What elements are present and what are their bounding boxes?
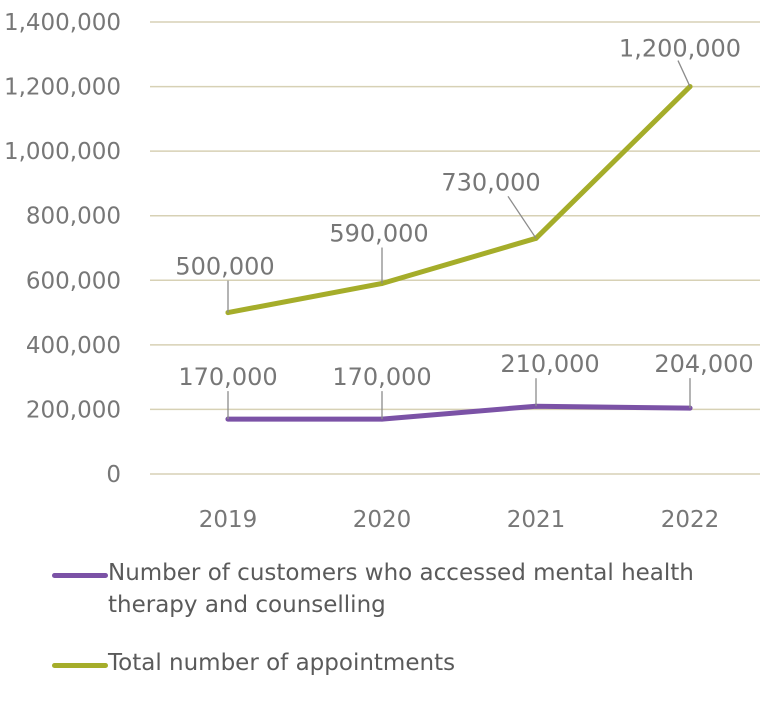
legend-label-customers: Number of customers who accessed mental …	[108, 560, 694, 618]
series-lines	[225, 84, 693, 422]
legend-swatch-appointments	[52, 663, 108, 668]
data-label: 730,000	[441, 168, 540, 196]
series-line-customers	[225, 403, 693, 422]
x-tick-label: 2019	[199, 507, 258, 533]
y-tick-label: 1,200,000	[4, 75, 121, 101]
data-label: 590,000	[329, 220, 428, 248]
y-tick-label: 1,000,000	[4, 139, 121, 165]
y-tick-label: 600,000	[26, 268, 121, 294]
data-label: 500,000	[175, 253, 274, 281]
y-tick-label: 400,000	[26, 333, 121, 359]
data-label: 210,000	[500, 350, 599, 378]
y-tick-label: 0	[106, 462, 121, 488]
x-tick-label: 2022	[661, 507, 720, 533]
leader-line	[507, 195, 537, 239]
legend: Number of customers who accessed mental …	[52, 557, 752, 705]
series-line-appointments	[225, 84, 693, 316]
data-labels: 170,000 170,000 210,000 204,000 500,000 590,0…	[175, 35, 754, 420]
legend-item-customers: Number of customers who accessed mental …	[52, 557, 752, 621]
legend-label-appointments: Total number of appointments	[108, 650, 456, 676]
line-chart: 0 200,000 400,000 600,000 800,000 1,000,000 1,…	[4, 10, 760, 533]
y-tick-label: 1,400,000	[4, 10, 121, 36]
gridlines	[150, 21, 760, 475]
data-label: 1,200,000	[619, 35, 741, 63]
x-tick-label: 2021	[507, 507, 566, 533]
y-tick-label: 800,000	[26, 204, 121, 230]
data-label: 170,000	[178, 363, 277, 391]
data-label: 204,000	[654, 350, 753, 378]
y-tick-label: 200,000	[26, 397, 121, 423]
x-tick-label: 2020	[353, 507, 412, 533]
y-axis-ticks: 0 200,000 400,000 600,000 800,000 1,000,000 1,…	[4, 10, 121, 488]
leader-line	[677, 60, 691, 87]
x-axis-ticks: 2019 2020 2021 2022	[199, 507, 720, 533]
legend-swatch-customers	[52, 573, 108, 578]
legend-item-appointments: Total number of appointments	[52, 647, 752, 679]
data-label: 170,000	[332, 363, 431, 391]
